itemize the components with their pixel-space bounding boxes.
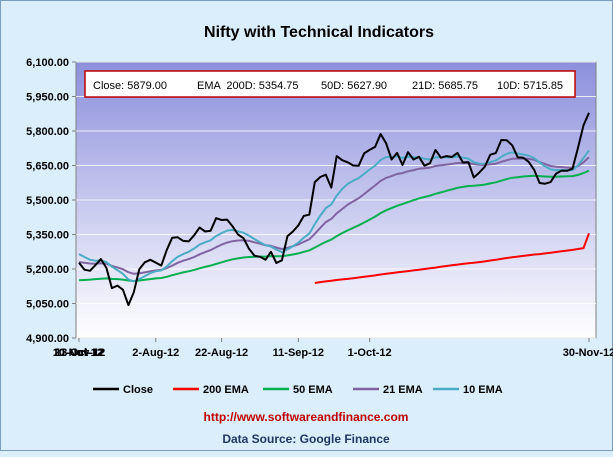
series-line-close [78,112,590,307]
legend-label: 50 EMA [293,384,333,396]
series-lines [78,112,590,307]
y-tick-label: 5,200.00 [26,264,69,276]
legend-label: 21 EMA [383,384,423,396]
legend-label: Close [123,384,153,396]
x-tick-label: 11-Sep-12 [273,347,324,359]
x-tick-label: 2-Aug-12 [132,347,179,359]
x-tick-label: 13-Jul-12 [55,347,103,359]
y-tick-label: 5,050.00 [26,299,69,311]
series-line-10-ema [78,149,590,283]
y-tick-label: 5,950.00 [26,92,69,104]
footer-source: Data Source: Google Finance [222,432,390,446]
info-ema: EMA 200D: 5354.75 [197,80,299,92]
y-tick-label: 5,800.00 [26,126,69,138]
chart-title: Nifty with Technical Indicators [204,24,434,41]
y-tick-label: 5,350.00 [26,230,69,242]
series-line-50-ema [78,169,590,282]
x-tick-label: 21-Oct-12 [54,347,104,359]
footer-url: http://www.softwareandfinance.com [204,410,409,424]
info-50d: 50D: 5627.90 [321,80,387,92]
legend-label: 10 EMA [463,384,503,396]
y-tick-label: 5,500.00 [26,195,69,207]
x-tick-label: 10-Nov-12 [53,347,106,359]
info-10d: 10D: 5715.85 [497,80,563,92]
y-tick-label: 4,900.00 [26,333,69,345]
legend-label: 200 EMA [203,384,249,396]
info-box: Close: 5879.00 EMA 200D: 5354.75 50D: 56… [84,70,576,98]
x-axis: 13-Jul-12 2-Aug-12 22-Aug-12 11-Sep-12 1-Oct… [53,338,613,359]
x-tick-label: 30-Nov-12 [563,347,613,359]
info-21d: 21D: 5685.75 [412,80,478,92]
series-line-200-ema [314,233,590,284]
x-tick-label: 22-Aug-12 [195,347,248,359]
y-tick-label: 5,650.00 [26,161,69,173]
y-axis: 6,100.00 5,950.00 5,800.00 5,650.00 5,500.00… [26,57,76,345]
legend: Close 200 EMA 50 EMA 21 EMA 10 EMA [93,384,503,396]
x-tick-label: 1-Oct-12 [348,347,392,359]
y-tick-label: 6,100.00 [26,57,69,69]
info-close: Close: 5879.00 [93,80,167,92]
